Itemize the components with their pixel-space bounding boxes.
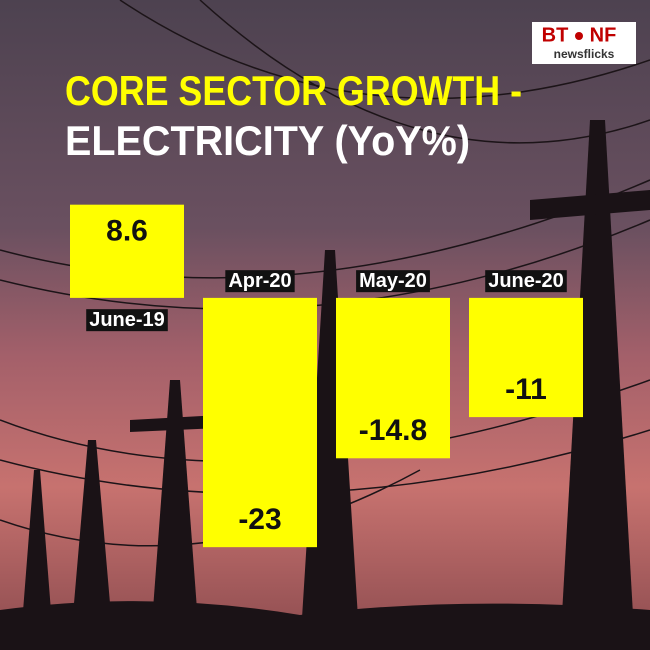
chart-title: CORE SECTOR GROWTH - bbox=[65, 67, 522, 114]
bar bbox=[336, 297, 450, 459]
bar bbox=[203, 297, 317, 548]
value-label: -23 bbox=[238, 503, 281, 536]
category-label-bg bbox=[225, 270, 295, 293]
value-label: 8.6 bbox=[106, 215, 148, 248]
logo-left: BT bbox=[542, 24, 569, 46]
category-label: June-19 bbox=[89, 309, 165, 331]
logo-tagline: newsflicks bbox=[554, 47, 615, 61]
category-label: June-20 bbox=[488, 270, 564, 292]
category-label-bg bbox=[485, 270, 567, 293]
category-label: May-20 bbox=[359, 270, 427, 292]
chart-subtitle: ELECTRICITY (YoY%) bbox=[65, 117, 470, 164]
value-label: -11 bbox=[505, 373, 547, 406]
logo-box bbox=[532, 22, 636, 64]
value-label: -14.8 bbox=[359, 414, 427, 447]
logo-right: NF bbox=[590, 24, 617, 46]
towers bbox=[0, 120, 650, 650]
category-label: Apr-20 bbox=[228, 270, 291, 292]
category-label-bg bbox=[356, 270, 430, 293]
logo-icon bbox=[575, 32, 583, 40]
bar bbox=[469, 297, 583, 418]
bar bbox=[70, 204, 184, 298]
category-label-bg bbox=[86, 309, 168, 332]
